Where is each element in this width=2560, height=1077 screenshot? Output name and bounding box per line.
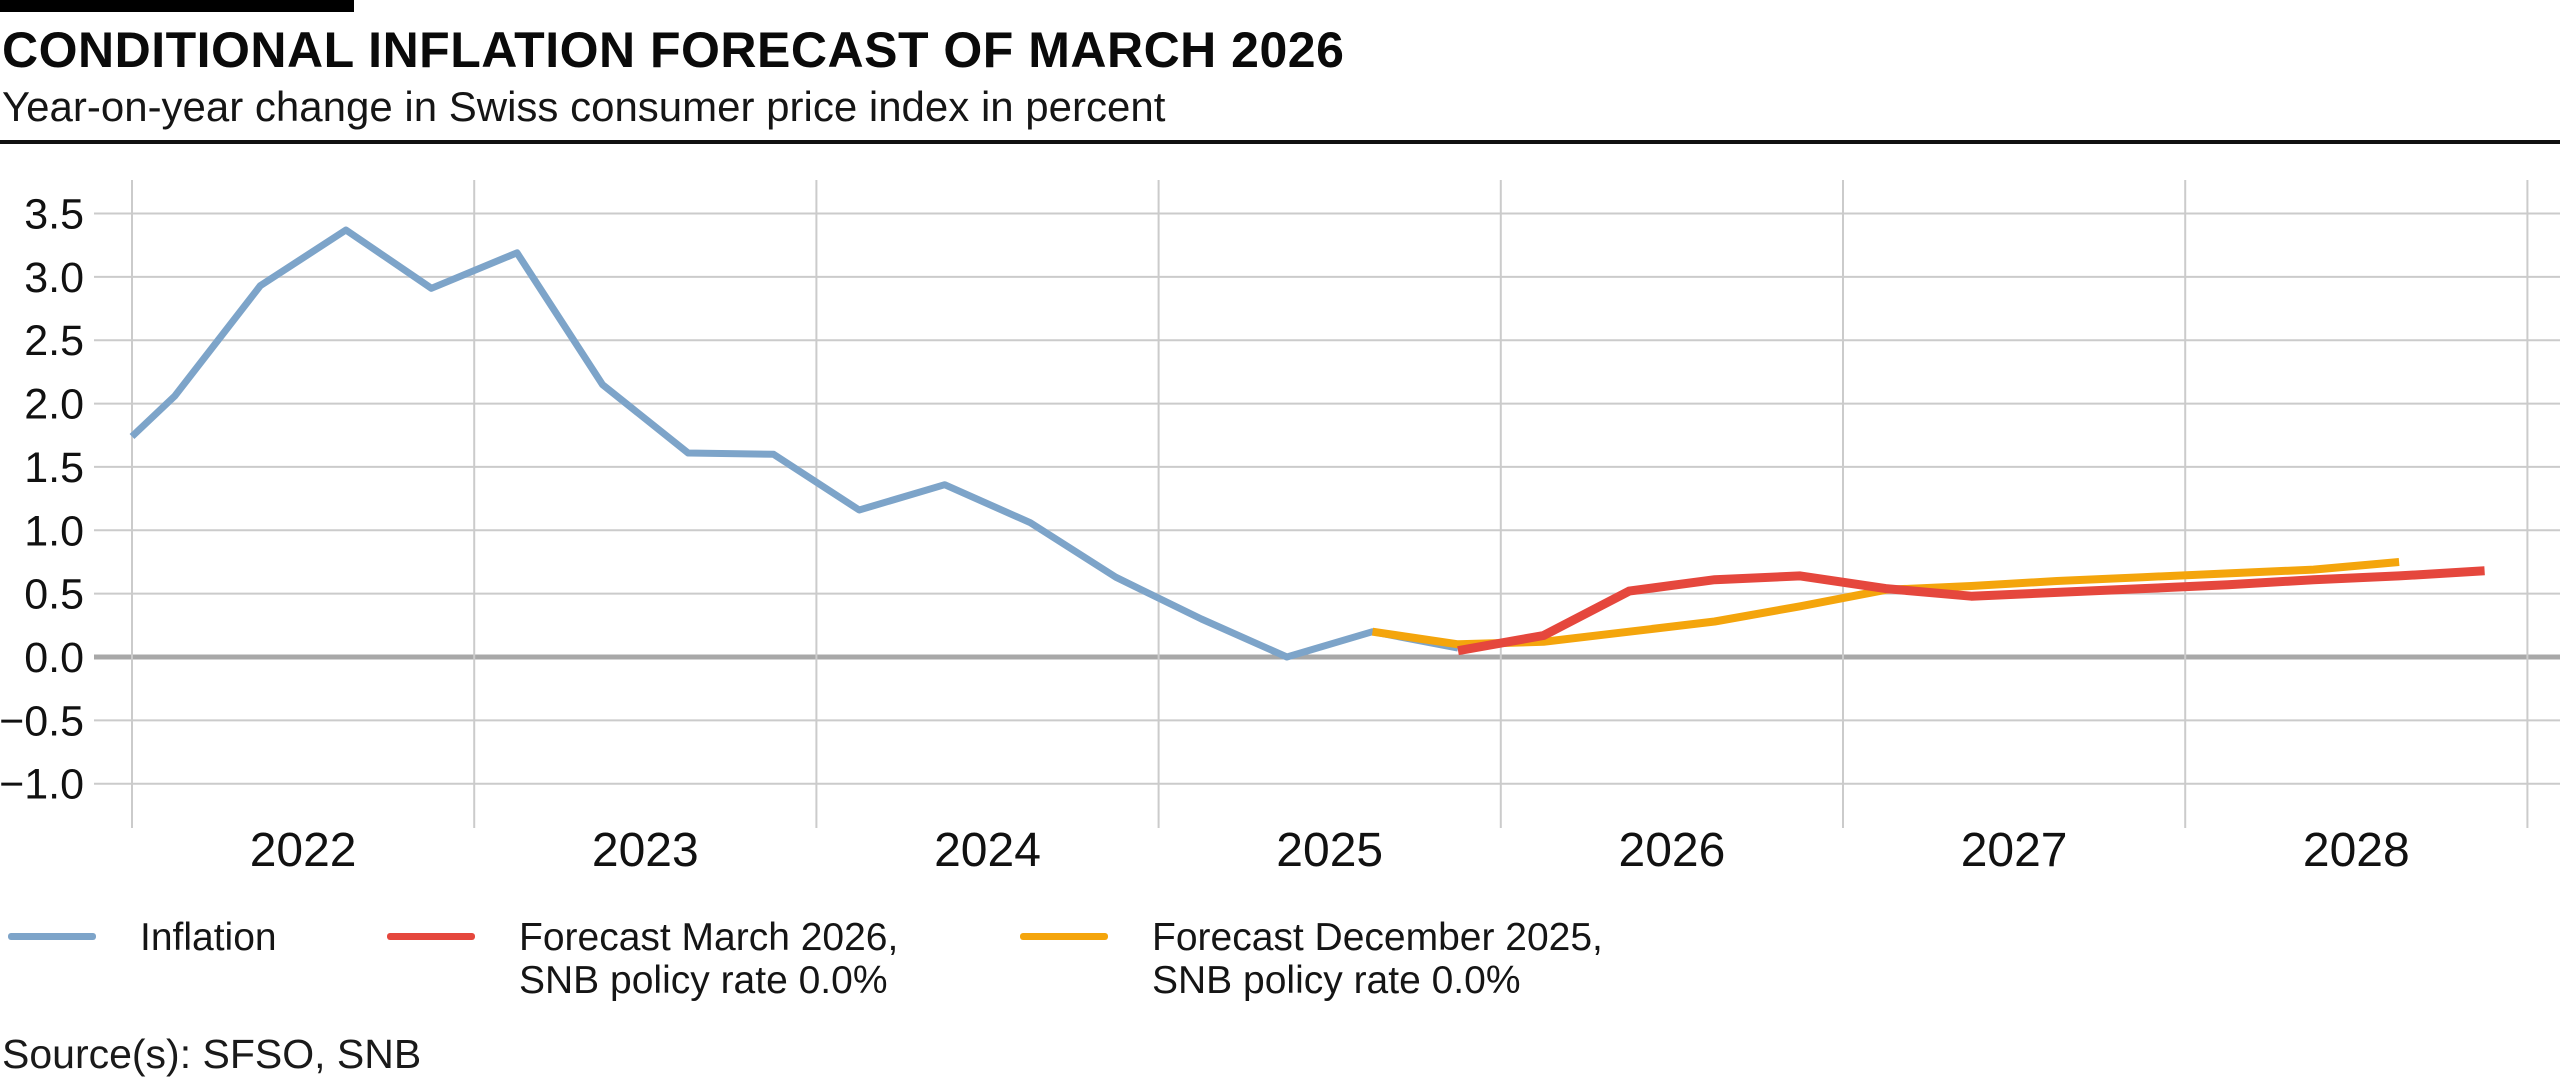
series-line-forecast [1457,566,2485,656]
x-axis-label: 2022 [250,824,357,877]
y-axis-label: −0.5 [0,697,84,745]
legend-label-inflation: Inflation [140,916,277,959]
header-divider [0,140,2560,144]
source-note: Source(s): SFSO, SNB [2,1031,422,1077]
legend-item-inflation: Inflation [8,916,277,959]
page-subtitle: Year-on-year change in Swiss consumer pr… [2,83,1166,130]
y-axis-label: 0.0 [24,634,84,682]
legend-item-forecast-march-2026: Forecast March 2026, SNB policy rate 0.0% [387,916,898,1002]
y-axis-label: 0.5 [24,571,84,619]
legend-swatch-forecast-december-2025 [1020,933,1108,940]
x-axis-label: 2025 [1276,824,1383,877]
y-axis-label: 3.0 [24,254,84,302]
y-axis-label: 2.0 [24,381,84,429]
series-line-forecast [1371,558,2400,649]
page-title: CONDITIONAL INFLATION FORECAST OF MARCH … [2,22,1345,78]
title-accent-bar [0,0,354,12]
y-axis-label: 1.0 [24,507,84,555]
legend-label-forecast-december-2025: Forecast December 2025, SNB policy rate 0… [1152,916,1603,1002]
x-axis-label: 2027 [1961,824,2068,877]
legend-swatch-forecast-march-2026 [387,933,475,940]
chart-legend: Inflation Forecast March 2026, SNB policy … [0,916,2560,1026]
series-line-inflation [129,226,1459,661]
y-axis-label: −1.0 [0,761,84,809]
y-axis-label: 1.5 [24,444,84,492]
y-axis-label: 2.5 [24,317,84,365]
x-axis-label: 2023 [592,824,699,877]
legend-swatch-inflation [8,933,96,940]
legend-item-forecast-december-2025: Forecast December 2025, SNB policy rate 0… [1020,916,1603,1002]
x-axis-label: 2026 [1619,824,1726,877]
x-axis-label: 2024 [934,824,1041,877]
legend-label-forecast-march-2026: Forecast March 2026, SNB policy rate 0.0% [519,916,899,1002]
x-axis-label: 2028 [2303,824,2410,877]
y-axis-label: 3.5 [24,191,84,239]
